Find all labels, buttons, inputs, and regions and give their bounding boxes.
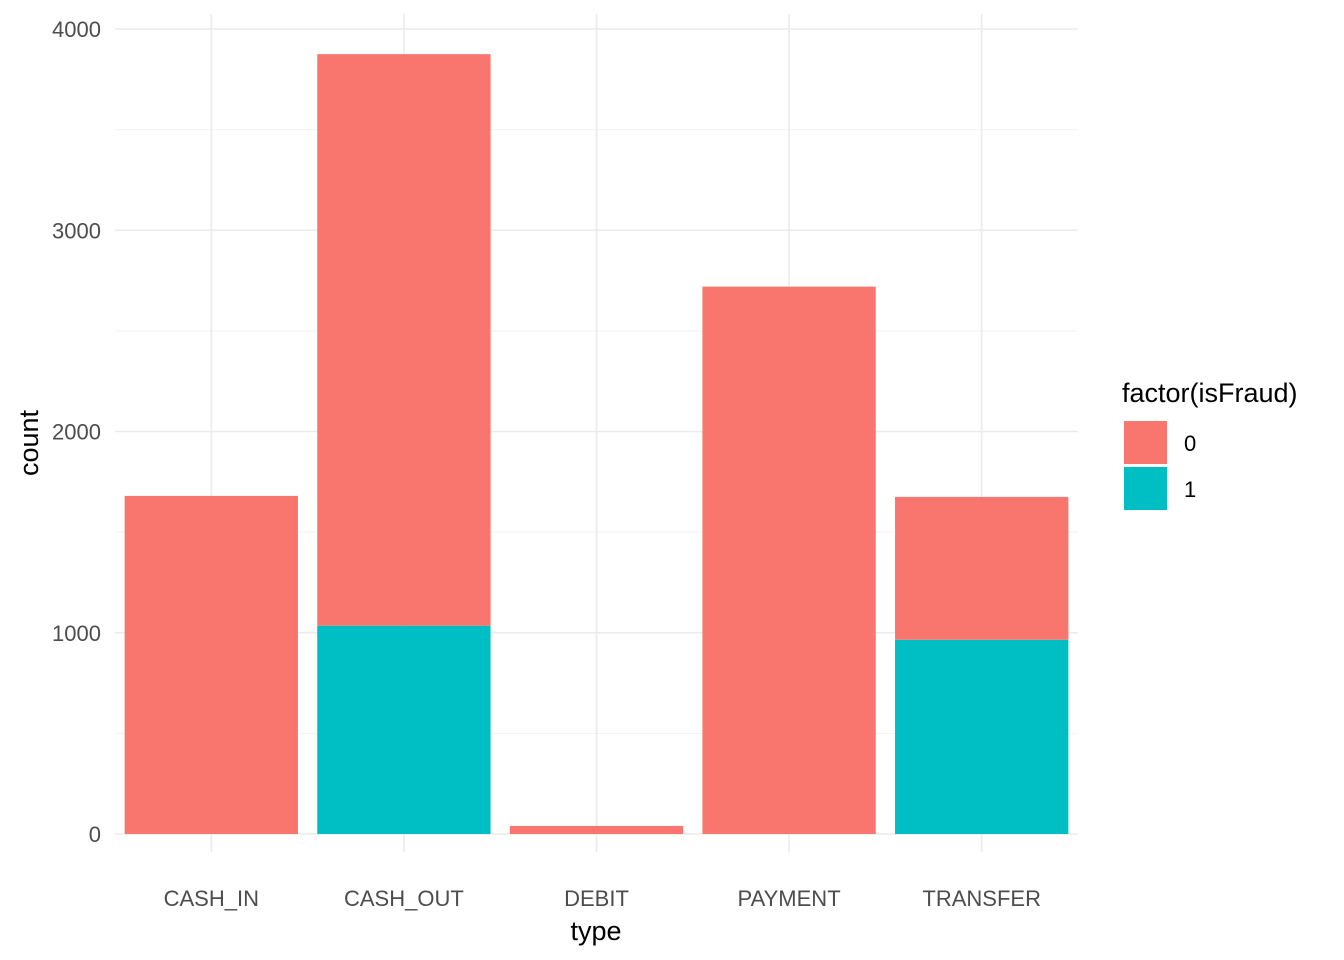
x-tick-label: CASH_IN — [164, 886, 259, 911]
bar-cash-out-series-1 — [317, 625, 491, 834]
legend-title: factor(isFraud) — [1122, 378, 1298, 408]
legend-key-1 — [1124, 467, 1167, 510]
x-axis-title: type — [570, 916, 621, 946]
y-tick-label: 0 — [89, 822, 101, 847]
y-tick-label: 3000 — [52, 218, 101, 243]
legend: factor(isFraud) 01 — [1122, 378, 1298, 510]
bars — [124, 54, 1069, 835]
x-axis-ticks: CASH_IN CASH_OUT DEBIT PAYMENT TRANSFER — [164, 886, 1041, 911]
legend-label-0: 0 — [1184, 431, 1196, 456]
y-tick-label: 2000 — [52, 420, 101, 445]
bar-cash-in-series-0 — [124, 495, 298, 834]
legend-label-1: 1 — [1184, 477, 1196, 502]
y-axis-ticks: 0 1000 2000 3000 4000 — [52, 17, 101, 847]
y-axis-title: count — [14, 409, 44, 476]
bar-payment-series-0 — [702, 286, 876, 835]
bar-transfer-series-0 — [895, 496, 1069, 640]
legend-items: 01 — [1124, 421, 1196, 510]
x-tick-label: DEBIT — [564, 886, 629, 911]
x-tick-label: PAYMENT — [738, 886, 841, 911]
bar-debit-series-0 — [509, 825, 684, 834]
x-tick-label: TRANSFER — [922, 886, 1041, 911]
legend-key-0 — [1124, 421, 1167, 464]
y-tick-label: 4000 — [52, 17, 101, 42]
y-tick-label: 1000 — [52, 621, 101, 646]
bar-cash-out-series-0 — [317, 54, 491, 626]
bar-transfer-series-1 — [895, 639, 1069, 834]
x-tick-label: CASH_OUT — [344, 886, 464, 911]
